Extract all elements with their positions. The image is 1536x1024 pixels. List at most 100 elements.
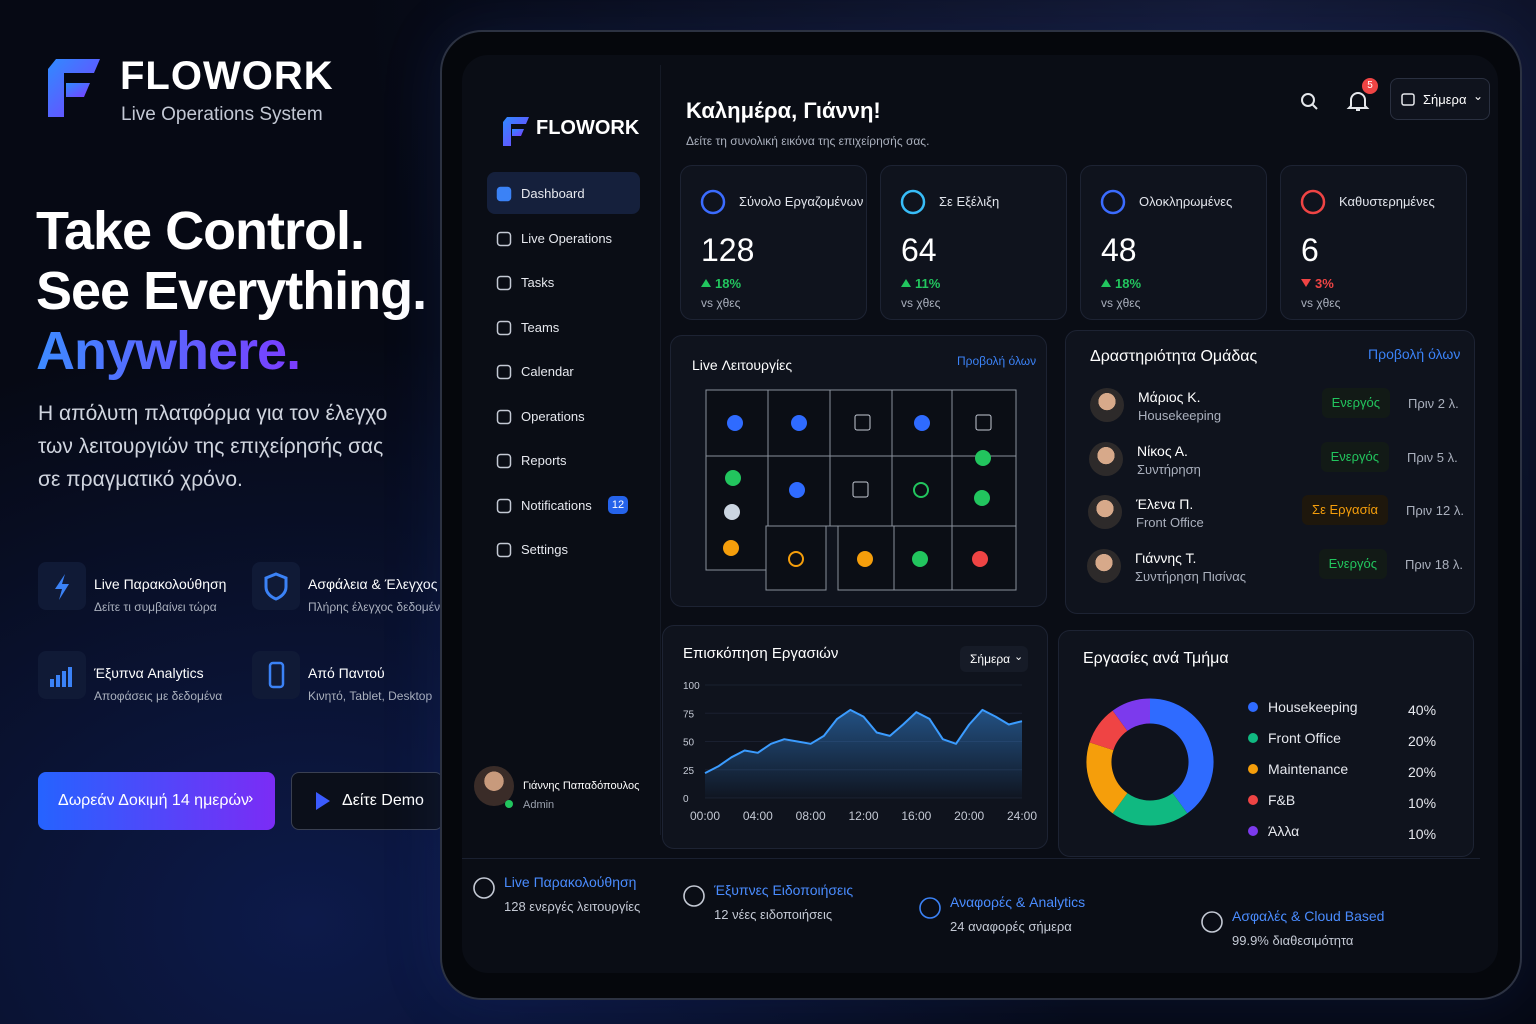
chart-filter[interactable]: Σήμερα ⌄ bbox=[960, 646, 1028, 672]
icon-shape bbox=[900, 189, 926, 215]
live-ops-title: Live Λειτουργίες bbox=[692, 357, 793, 373]
status-dot bbox=[791, 415, 807, 431]
stat-label: Σύνολο Εργαζομένων bbox=[739, 194, 864, 209]
icon-shape bbox=[50, 667, 72, 687]
feature-subtitle: Αποφάσεις με δεδομένα bbox=[94, 689, 223, 703]
user-role: Admin bbox=[523, 799, 555, 811]
nav-label: Notifications bbox=[521, 497, 592, 513]
icon-shape bbox=[496, 542, 512, 558]
calendar-icon bbox=[1401, 93, 1415, 106]
footer-title: Live Παρακολούθηση bbox=[504, 874, 637, 890]
logo-shape bbox=[66, 83, 90, 97]
feature-icon bbox=[252, 562, 300, 610]
footer-icon bbox=[1201, 911, 1223, 933]
feature-title: Από Παντού bbox=[308, 665, 385, 681]
icon-shape bbox=[496, 186, 512, 202]
team-title: Δραστηριότητα Ομάδας bbox=[1090, 348, 1258, 365]
icon-shape bbox=[1311, 103, 1318, 110]
legend-label: Άλλα bbox=[1268, 823, 1299, 839]
trend-arrow bbox=[1101, 279, 1111, 287]
member-time: Πριν 12 λ. bbox=[1406, 503, 1464, 518]
y-tick-label: 100 bbox=[683, 681, 700, 692]
secondary-button-label: Δείτε Demo bbox=[342, 792, 424, 809]
status-dot bbox=[789, 482, 805, 498]
footer-subtitle: 12 νέες ειδοποιήσεις bbox=[714, 907, 833, 922]
icon-bg bbox=[252, 562, 300, 610]
nav-label: Reports bbox=[521, 453, 567, 468]
nav-item[interactable]: Calendar bbox=[487, 350, 640, 392]
icon-shape bbox=[496, 409, 512, 424]
nav-icon bbox=[496, 231, 512, 246]
legend-dot bbox=[1248, 764, 1258, 774]
user-name: Γιάννης Παπαδόπουλος bbox=[523, 780, 640, 792]
team-link[interactable]: Προβολή όλων bbox=[1368, 346, 1461, 362]
icon-shape bbox=[496, 231, 512, 246]
x-tick-label: 24:00 bbox=[1007, 809, 1037, 823]
room bbox=[951, 389, 1017, 457]
legend-label: Front Office bbox=[1268, 730, 1341, 746]
status-pill: Ενεργός bbox=[1318, 548, 1387, 579]
stat-card: Ολοκληρωμένες 48 18% vs χθες bbox=[1080, 165, 1267, 320]
legend-label: Housekeeping bbox=[1268, 699, 1358, 715]
donut-slice bbox=[1149, 698, 1214, 814]
date-filter[interactable]: Σήμερα ⌄ bbox=[1390, 78, 1490, 120]
legend-value: 20% bbox=[1408, 733, 1436, 749]
nav-badge: 12 bbox=[608, 495, 628, 514]
nav-item[interactable]: Dashboard bbox=[487, 172, 640, 214]
live-ops-link[interactable]: Προβολή όλων bbox=[957, 354, 1037, 368]
icon-shape bbox=[264, 572, 288, 601]
logo-shape bbox=[48, 59, 100, 117]
nav-item[interactable]: Notifications 12 bbox=[487, 484, 640, 526]
nav-item[interactable]: Reports bbox=[487, 439, 640, 481]
primary-button[interactable]: Δωρεάν Δοκιμή 14 ημερών › bbox=[38, 772, 275, 830]
area bbox=[705, 709, 1022, 798]
secondary-button[interactable]: Δείτε Demo bbox=[291, 772, 443, 830]
asset-box bbox=[975, 414, 992, 431]
x-tick-label: 20:00 bbox=[954, 809, 984, 823]
icon-shape bbox=[473, 877, 495, 899]
legend-label: F&B bbox=[1268, 792, 1295, 808]
stat-label: Καθυστερημένες bbox=[1339, 194, 1435, 209]
chevron: ⌄ bbox=[1014, 651, 1024, 663]
member-name: Γιάννης Τ. bbox=[1135, 549, 1197, 566]
member-name: Έλενα Π. bbox=[1136, 496, 1194, 512]
footer-divider bbox=[462, 858, 1480, 859]
footer-icon bbox=[919, 897, 941, 919]
footer-subtitle: 24 αναφορές σήμερα bbox=[950, 919, 1072, 934]
member-role: Housekeeping bbox=[1138, 408, 1222, 423]
online-dot bbox=[505, 800, 513, 808]
donut-slice bbox=[1086, 742, 1128, 814]
nav-icon bbox=[496, 409, 512, 424]
stat-icon bbox=[1300, 189, 1326, 215]
nav-item[interactable]: Settings bbox=[487, 528, 640, 570]
donut-title: Εργασίες ανά Τμήμα bbox=[1083, 650, 1229, 667]
play-icon bbox=[316, 792, 330, 810]
footer-icon bbox=[683, 885, 705, 907]
nav-item[interactable]: Teams bbox=[487, 306, 640, 348]
member-role: Front Office bbox=[1136, 515, 1204, 530]
nav-item[interactable]: Live Operations bbox=[487, 217, 640, 259]
status-dot bbox=[974, 490, 990, 506]
hero-description: των λειτουργιών της επιχείρησής σας bbox=[38, 435, 384, 458]
nav-item[interactable]: Operations bbox=[487, 395, 640, 437]
user-avatar bbox=[474, 766, 514, 806]
y-tick-label: 75 bbox=[683, 709, 695, 720]
room bbox=[829, 389, 893, 457]
feature-title: Live Παρακολούθηση bbox=[94, 576, 227, 592]
donut-slice bbox=[1112, 792, 1188, 826]
stat-change: 18% bbox=[1115, 276, 1142, 291]
room bbox=[829, 455, 893, 527]
stat-icon bbox=[700, 189, 726, 215]
feature-icon bbox=[252, 651, 300, 699]
icon-shape bbox=[701, 279, 711, 287]
nav-icon bbox=[496, 364, 512, 380]
icon-shape bbox=[496, 320, 512, 335]
legend-value: 20% bbox=[1408, 764, 1436, 780]
nav-item[interactable]: Tasks bbox=[487, 261, 640, 303]
floor-plan bbox=[705, 389, 1017, 591]
greeting: Καλημέρα, Γιάννη! bbox=[686, 98, 881, 123]
member-avatar bbox=[1090, 388, 1124, 422]
status-ring bbox=[913, 482, 929, 498]
member-role: Συντήρηση Πισίνας bbox=[1135, 568, 1246, 584]
footer-icon bbox=[473, 877, 495, 899]
